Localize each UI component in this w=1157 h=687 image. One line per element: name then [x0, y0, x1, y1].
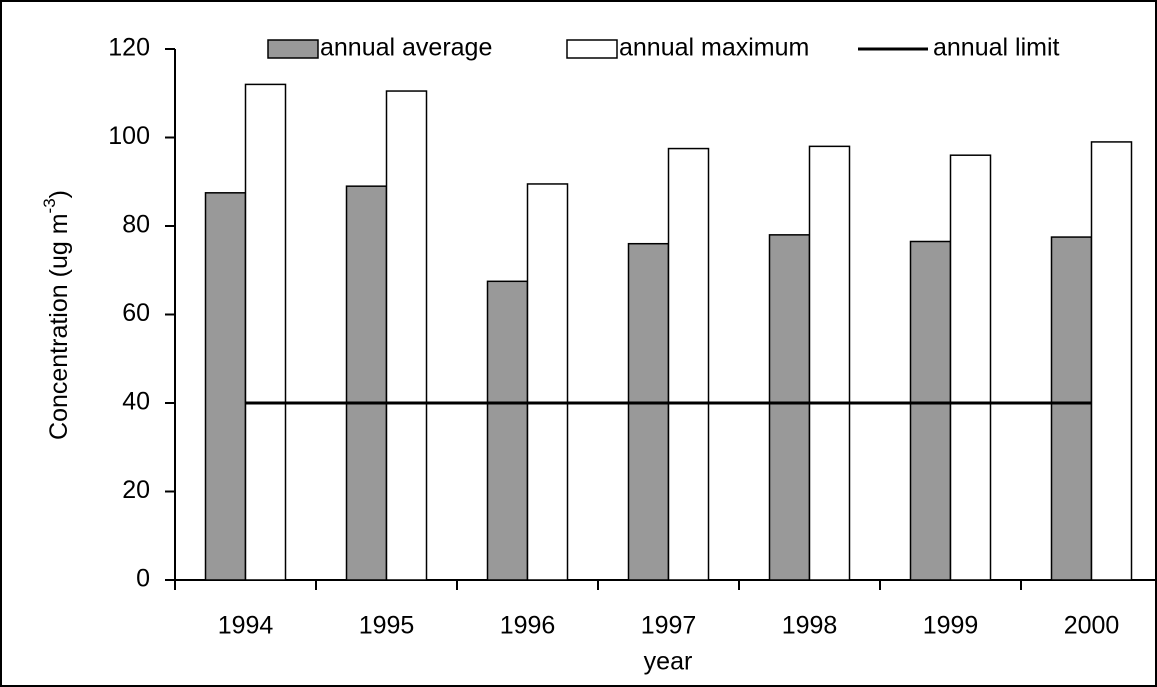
y-tick-label: 0 — [136, 565, 150, 593]
y-axis-title-sup: -3 — [40, 198, 59, 213]
x-tick-label: 2000 — [1064, 612, 1120, 640]
bar — [768, 234, 811, 581]
y-tick-label: 100 — [108, 122, 150, 150]
y-axis-title-text: Concentration (ug m — [45, 213, 73, 440]
y-tick-label: 40 — [122, 388, 150, 416]
x-tick-label: 1998 — [782, 612, 838, 640]
x-tick-label: 1999 — [923, 612, 979, 640]
bar — [1050, 236, 1093, 581]
y-tick-label: 80 — [122, 211, 150, 239]
x-tick-label: 1995 — [359, 612, 415, 640]
legend-label: annual limit — [933, 34, 1060, 62]
y-axis-title-suffix: ) — [45, 190, 73, 198]
legend-label: annual maximum — [619, 34, 809, 62]
bar — [385, 90, 428, 581]
bar — [244, 83, 287, 581]
bar — [909, 240, 952, 581]
y-axis-title: Concentration (ug m-3) — [40, 190, 72, 440]
y-tick-label: 120 — [108, 34, 150, 62]
bar — [949, 154, 992, 581]
legend-label: annual average — [320, 34, 492, 62]
bar — [486, 280, 529, 581]
y-tick-label: 60 — [122, 299, 150, 327]
bar — [808, 145, 851, 581]
legend-swatch — [566, 39, 618, 59]
x-tick-label: 1994 — [218, 612, 274, 640]
x-tick-label: 1997 — [641, 612, 697, 640]
x-axis-title: year — [644, 648, 693, 676]
bar — [204, 192, 247, 581]
x-tick-label: 1996 — [500, 612, 556, 640]
bar — [345, 185, 388, 581]
bar — [627, 242, 670, 581]
bar — [1090, 141, 1133, 581]
y-tick-label: 20 — [122, 476, 150, 504]
legend-swatch — [267, 39, 319, 59]
bar — [667, 147, 710, 581]
bar — [526, 183, 569, 581]
